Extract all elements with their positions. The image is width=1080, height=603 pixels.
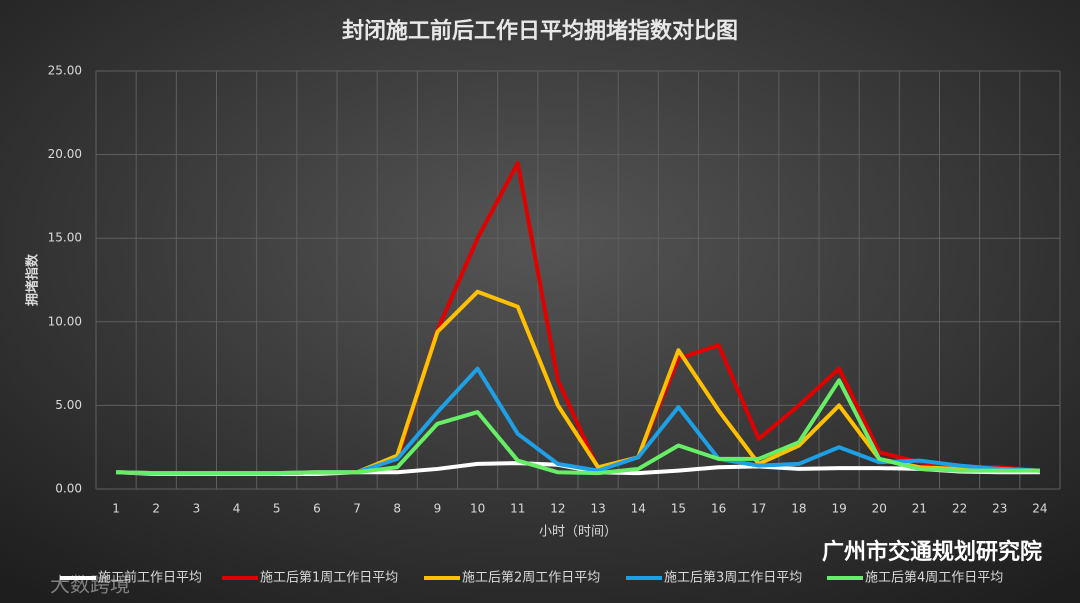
x-tick-label: 17 xyxy=(751,502,766,516)
x-tick-label: 22 xyxy=(952,502,967,516)
legend-label: 施工前工作日平均 xyxy=(98,570,202,586)
y-tick-label: 20.00 xyxy=(48,147,82,161)
x-tick-label: 21 xyxy=(912,502,927,516)
x-tick-label: 19 xyxy=(831,502,846,516)
x-tick-label: 7 xyxy=(353,502,361,516)
x-tick-label: 16 xyxy=(711,502,726,516)
x-tick-label: 13 xyxy=(590,502,605,516)
y-tick-label: 0.00 xyxy=(55,482,82,496)
x-tick-label: 24 xyxy=(1032,502,1047,516)
x-tick-label: 4 xyxy=(233,502,241,516)
x-tick-label: 14 xyxy=(631,502,646,516)
legend: 施工前工作日平均 施工后第1周工作日平均 施工后第2周工作日平均 施工后第3周工作日平… xyxy=(60,570,1003,586)
x-tick-label: 11 xyxy=(510,502,525,516)
plot xyxy=(115,160,1041,476)
x-axis-label: 小时（时间） xyxy=(539,525,617,540)
x-tick-label: 1 xyxy=(112,502,120,516)
y-tick-label: 5.00 xyxy=(55,398,82,412)
series-line xyxy=(116,378,1040,476)
legend-label: 施工后第2周工作日平均 xyxy=(462,571,600,586)
x-tick-label: 12 xyxy=(550,502,565,516)
y-axis-label: 拥堵指数 xyxy=(25,253,41,306)
x-tick-label: 5 xyxy=(273,502,281,516)
y-tick-label: 25.00 xyxy=(48,64,82,78)
x-tick-label: 20 xyxy=(872,502,887,516)
x-tick-label: 8 xyxy=(393,502,401,516)
legend-label: 施工后第3周工作日平均 xyxy=(664,571,802,586)
x-tick-label: 10 xyxy=(470,502,485,516)
legend-label: 施工后第4周工作日平均 xyxy=(865,571,1003,586)
legend-label: 施工后第1周工作日平均 xyxy=(260,571,398,586)
x-tick-label: 23 xyxy=(992,502,1007,516)
x-tick-label: 18 xyxy=(791,502,806,516)
y-tick-label: 15.00 xyxy=(48,231,82,245)
x-tick-label: 9 xyxy=(434,502,442,516)
x-tick-label: 15 xyxy=(671,502,686,516)
x-tick-label: 3 xyxy=(193,502,201,516)
watermark: 广州市交通规划研究院 xyxy=(822,539,1042,565)
x-tick-label: 6 xyxy=(313,502,321,516)
chart-title: 封闭施工前后工作日平均拥堵指数对比图 xyxy=(342,18,738,44)
x-tick-label: 2 xyxy=(152,502,160,516)
y-tick-label: 10.00 xyxy=(48,314,82,328)
